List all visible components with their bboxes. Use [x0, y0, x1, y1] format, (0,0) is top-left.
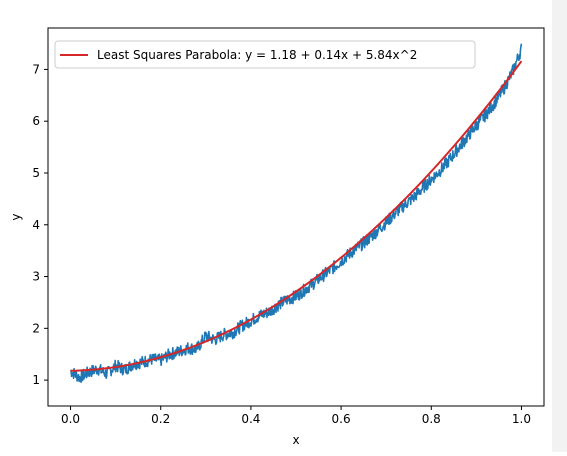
x-tick-label: 0.4 — [241, 412, 260, 426]
y-axis-label: y — [9, 213, 23, 220]
y-tick-label: 7 — [32, 62, 40, 76]
axes-frame — [47, 27, 545, 407]
x-axis: 0.0 0.2 0.4 0.6 0.8 1.0 — [61, 406, 531, 426]
y-tick-label: 1 — [32, 373, 40, 387]
least-squares-parabola-line — [70, 60, 523, 372]
x-tick-label: 0.8 — [422, 412, 441, 426]
x-tick-label: 0.6 — [332, 412, 351, 426]
x-tick-label: 1.0 — [512, 412, 531, 426]
x-tick-label: 0.2 — [151, 412, 170, 426]
x-axis-label: x — [292, 433, 299, 447]
y-tick-label: 5 — [32, 166, 40, 180]
x-tick-label: 0.0 — [61, 412, 80, 426]
noisy-data-series-line — [69, 43, 523, 384]
legend-box — [54, 40, 476, 69]
y-tick-label: 6 — [32, 114, 40, 128]
y-tick-label: 3 — [32, 270, 40, 284]
window-edge-strip — [552, 0, 567, 452]
legend: Least Squares Parabola: y = 1.18 + 0.14x… — [54, 40, 476, 69]
y-tick-label: 2 — [32, 321, 40, 335]
y-axis: 1 2 3 4 5 6 7 — [32, 62, 48, 387]
plot-area — [69, 43, 523, 384]
legend-label-fit: Least Squares Parabola: y = 1.18 + 0.14x… — [97, 48, 417, 62]
y-tick-label: 4 — [32, 218, 40, 232]
